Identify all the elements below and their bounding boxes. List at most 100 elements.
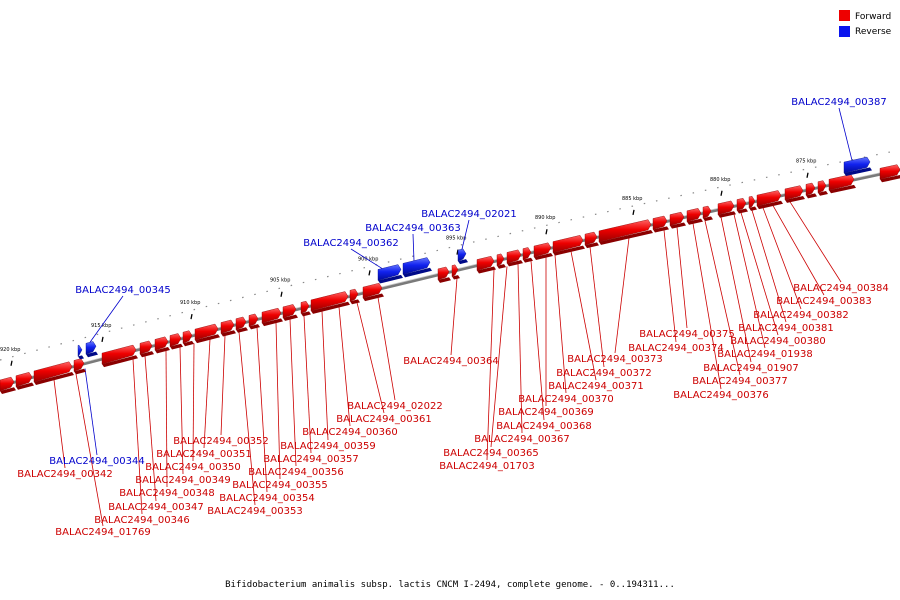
leader-line xyxy=(321,311,329,441)
forward-gene-block xyxy=(261,307,283,327)
forward-gene-label: BALAC2494_00383 xyxy=(776,296,871,307)
leader-line xyxy=(238,331,256,506)
leader-line xyxy=(676,227,688,329)
leader-line xyxy=(530,260,545,421)
leader-line xyxy=(75,373,104,527)
forward-gene-block xyxy=(220,319,236,337)
leader-line xyxy=(589,246,605,368)
reverse-gene-label: BALAC2494_02021 xyxy=(421,209,516,220)
scale-tick xyxy=(545,229,548,235)
reverse-gene-block xyxy=(77,344,84,360)
leader-line xyxy=(84,368,98,456)
forward-gene-block xyxy=(182,330,194,347)
forward-gene-block xyxy=(652,215,669,233)
gene-features xyxy=(0,156,900,394)
reverse-gene-label: BALAC2494_00363 xyxy=(365,223,460,234)
forward-gene-label: BALAC2494_00381 xyxy=(738,323,833,334)
forward-gene-block xyxy=(437,266,451,283)
forward-gene-label: BALAC2494_00373 xyxy=(567,354,662,365)
leader-line xyxy=(838,107,853,161)
leader-line xyxy=(89,295,124,343)
forward-gene-label: BALAC2494_00382 xyxy=(753,310,848,321)
genome-caption: Bifidobacterium animalis subsp. lactis C… xyxy=(225,580,675,590)
forward-gene-label: BALAC2494_00376 xyxy=(673,390,768,401)
forward-gene-label: BALAC2494_00355 xyxy=(232,480,327,491)
scale-tick-label: 895 kbp xyxy=(446,236,466,242)
forward-gene-block xyxy=(362,282,384,302)
forward-gene-block xyxy=(154,336,170,354)
forward-gene-block xyxy=(496,253,506,269)
forward-gene-label: BALAC2494_00351 xyxy=(156,449,251,460)
leader-line xyxy=(554,255,567,394)
forward-gene-block xyxy=(756,190,783,210)
scale-tick-label: 920 kbp xyxy=(0,347,20,353)
legend-reverse-swatch xyxy=(839,26,850,37)
forward-gene-label: BALAC2494_00372 xyxy=(556,368,651,379)
forward-gene-block xyxy=(805,182,817,199)
scale-tick-label: 910 kbp xyxy=(180,300,200,306)
forward-gene-block xyxy=(194,323,220,344)
forward-gene-block xyxy=(235,316,248,333)
forward-gene-label: BALAC2494_00357 xyxy=(263,454,358,465)
leader-line xyxy=(350,248,383,269)
leader-line xyxy=(165,350,168,488)
leader-line xyxy=(144,355,157,502)
forward-gene-label: BALAC2494_00364 xyxy=(403,356,498,367)
forward-gene-label: BALAC2494_01938 xyxy=(717,349,812,360)
leader-line xyxy=(220,335,226,436)
forward-gene-block xyxy=(748,195,757,211)
forward-gene-label: BALAC2494_00368 xyxy=(496,421,591,432)
leader-line xyxy=(179,346,184,475)
forward-gene-block xyxy=(717,200,736,218)
leader-line xyxy=(720,217,752,363)
forward-gene-label: BALAC2494_00384 xyxy=(793,283,888,294)
legend: Forward Reverse xyxy=(839,10,892,37)
leader-line xyxy=(570,251,597,381)
leader-line xyxy=(486,269,495,461)
legend-reverse-label: Reverse xyxy=(855,27,892,37)
forward-gene-block xyxy=(33,361,74,385)
forward-gene-block xyxy=(15,372,34,390)
forward-gene-block xyxy=(73,358,86,375)
forward-gene-block xyxy=(522,247,533,263)
scale-tick xyxy=(720,190,723,196)
forward-gene-label: BALAC2494_00342 xyxy=(17,469,112,480)
leader-line xyxy=(740,212,779,336)
scale-tick-label: 885 kbp xyxy=(622,196,642,202)
leader-line xyxy=(490,266,508,448)
forward-gene-label: BALAC2494_00349 xyxy=(135,475,230,486)
reverse-gene-label: BALAC2494_00387 xyxy=(791,97,886,108)
reverse-gene-block xyxy=(377,264,403,284)
scale-tick-label: 905 kbp xyxy=(270,278,290,284)
leader-line xyxy=(733,214,766,349)
forward-gene-label: BALAC2494_00377 xyxy=(692,376,787,387)
forward-gene-block xyxy=(879,164,900,183)
forward-gene-label: BALAC2494_00367 xyxy=(474,434,569,445)
forward-gene-block xyxy=(169,333,183,350)
leader-line xyxy=(789,201,842,283)
forward-gene-block xyxy=(300,300,311,317)
leader-line xyxy=(356,302,385,414)
forward-gene-block xyxy=(584,231,599,249)
forward-gene-label: BALAC2494_00375 xyxy=(639,329,734,340)
scale-tick xyxy=(101,336,104,343)
forward-gene-label: BALAC2494_00361 xyxy=(336,414,431,425)
reverse-gene-block xyxy=(402,257,432,278)
legend-forward-swatch xyxy=(839,10,850,21)
leader-line xyxy=(517,263,523,434)
forward-gene-label: BALAC2494_00369 xyxy=(498,407,593,418)
forward-gene-block xyxy=(506,249,523,267)
forward-gene-block xyxy=(139,340,154,358)
forward-gene-block xyxy=(310,291,350,314)
leader-line xyxy=(377,297,396,401)
forward-gene-block xyxy=(817,180,828,196)
leader-line xyxy=(53,379,66,469)
leader-line xyxy=(256,327,268,493)
forward-gene-label: BALAC2494_00353 xyxy=(207,506,302,517)
forward-gene-label: BALAC2494_00348 xyxy=(119,488,214,499)
forward-gene-label: BALAC2494_00380 xyxy=(730,336,825,347)
forward-gene-block xyxy=(476,255,496,274)
leader-line xyxy=(303,315,312,454)
scale-tick xyxy=(190,314,193,320)
forward-gene-label: BALAC2494_00347 xyxy=(108,502,203,513)
